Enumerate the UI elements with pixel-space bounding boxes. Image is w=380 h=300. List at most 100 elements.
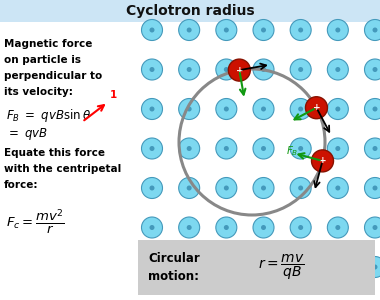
Text: force:: force: [4, 180, 38, 190]
Circle shape [216, 138, 237, 159]
Circle shape [141, 217, 163, 238]
Circle shape [261, 67, 266, 72]
Circle shape [364, 20, 380, 40]
Circle shape [179, 256, 200, 278]
Circle shape [364, 178, 380, 199]
Circle shape [327, 98, 348, 119]
Circle shape [149, 265, 155, 269]
Circle shape [306, 97, 328, 119]
Text: +: + [236, 66, 243, 75]
Circle shape [312, 150, 334, 172]
Circle shape [216, 256, 237, 278]
Circle shape [298, 185, 303, 190]
Circle shape [372, 185, 377, 190]
Circle shape [327, 138, 348, 159]
Text: Cyclotron radius: Cyclotron radius [126, 4, 254, 18]
Text: with the centripetal: with the centripetal [4, 164, 121, 174]
Circle shape [261, 265, 266, 269]
Circle shape [335, 67, 340, 72]
Circle shape [187, 265, 192, 269]
Circle shape [179, 98, 200, 119]
Circle shape [261, 146, 266, 151]
Text: $F_B$: $F_B$ [286, 144, 299, 158]
Circle shape [224, 28, 229, 32]
Circle shape [253, 20, 274, 40]
Circle shape [149, 146, 155, 151]
Circle shape [298, 67, 303, 72]
Circle shape [335, 265, 340, 269]
Circle shape [372, 67, 377, 72]
Circle shape [187, 28, 192, 32]
Text: Magnetic force: Magnetic force [4, 39, 92, 49]
Circle shape [364, 98, 380, 119]
Circle shape [149, 225, 155, 230]
Text: Equate this force: Equate this force [4, 148, 105, 158]
Circle shape [372, 28, 377, 32]
Circle shape [298, 146, 303, 151]
Circle shape [290, 217, 311, 238]
Circle shape [335, 28, 340, 32]
Circle shape [261, 225, 266, 230]
Circle shape [335, 185, 340, 190]
Circle shape [216, 178, 237, 199]
Circle shape [179, 178, 200, 199]
Circle shape [327, 59, 348, 80]
Bar [0, 0, 380, 22]
Circle shape [179, 217, 200, 238]
Circle shape [372, 225, 377, 230]
Circle shape [298, 225, 303, 230]
Circle shape [187, 106, 192, 112]
Text: Circular
motion:: Circular motion: [148, 253, 200, 283]
Circle shape [364, 256, 380, 278]
Text: +: + [319, 156, 326, 165]
Circle shape [290, 59, 311, 80]
Circle shape [327, 217, 348, 238]
Circle shape [261, 185, 266, 190]
Circle shape [298, 106, 303, 112]
Circle shape [216, 20, 237, 40]
Text: $=\ qvB$: $=\ qvB$ [6, 126, 48, 142]
Circle shape [298, 265, 303, 269]
Circle shape [187, 146, 192, 151]
Circle shape [290, 256, 311, 278]
Circle shape [327, 256, 348, 278]
Circle shape [149, 28, 155, 32]
Circle shape [141, 178, 163, 199]
Text: perpendicular to: perpendicular to [4, 71, 102, 81]
Circle shape [141, 138, 163, 159]
Circle shape [187, 67, 192, 72]
Circle shape [253, 59, 274, 80]
Circle shape [149, 185, 155, 190]
Circle shape [141, 59, 163, 80]
Bar [138, 240, 375, 295]
Text: $r = \dfrac{mv}{qB}$: $r = \dfrac{mv}{qB}$ [258, 253, 305, 282]
Circle shape [149, 106, 155, 112]
Circle shape [372, 106, 377, 112]
Circle shape [327, 178, 348, 199]
Circle shape [253, 256, 274, 278]
Circle shape [253, 178, 274, 199]
Circle shape [290, 20, 311, 40]
Circle shape [261, 106, 266, 112]
Circle shape [335, 146, 340, 151]
Circle shape [224, 106, 229, 112]
Circle shape [253, 217, 274, 238]
Text: 1: 1 [110, 90, 117, 100]
Circle shape [216, 217, 237, 238]
Circle shape [141, 98, 163, 119]
Circle shape [261, 28, 266, 32]
Circle shape [253, 98, 274, 119]
Circle shape [364, 59, 380, 80]
Circle shape [141, 256, 163, 278]
Circle shape [141, 20, 163, 40]
Circle shape [327, 20, 348, 40]
Circle shape [364, 217, 380, 238]
Circle shape [224, 265, 229, 269]
Circle shape [290, 138, 311, 159]
Circle shape [228, 59, 250, 81]
Circle shape [224, 67, 229, 72]
Circle shape [253, 138, 274, 159]
Circle shape [216, 59, 237, 80]
Circle shape [224, 185, 229, 190]
Text: on particle is: on particle is [4, 55, 81, 65]
